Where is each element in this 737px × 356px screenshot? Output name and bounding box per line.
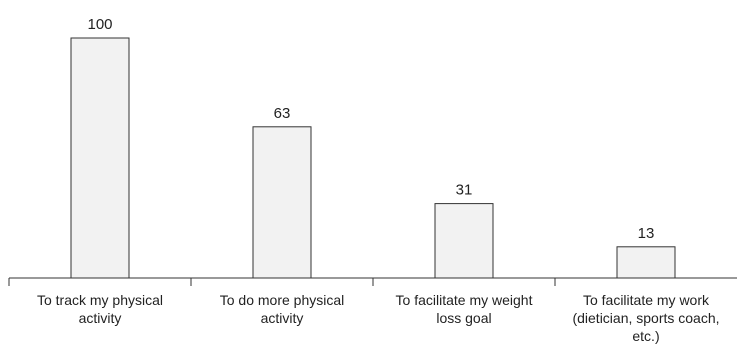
data-label: 100	[87, 16, 112, 33]
category-label: To track my physical	[37, 292, 163, 308]
x-axis	[8, 277, 737, 286]
data-label: 63	[274, 105, 291, 122]
data-label: 13	[638, 225, 655, 242]
bar	[616, 246, 676, 279]
bar	[434, 203, 494, 279]
data-label: 31	[456, 182, 473, 199]
bars-group: 100 63 31 13	[70, 16, 676, 279]
category-label: activity	[261, 310, 304, 326]
category-label: To do more physical	[220, 292, 345, 308]
category-label: activity	[79, 310, 122, 326]
category-label: To facilitate my weight	[396, 292, 533, 308]
bar	[70, 37, 130, 279]
bar	[252, 126, 312, 279]
category-label: (dietician, sports coach,	[572, 310, 719, 326]
category-label: loss goal	[436, 310, 491, 326]
category-label: etc.)	[632, 328, 659, 344]
category-label: To facilitate my work	[583, 292, 710, 308]
category-labels: To track my physical activity To do more p…	[37, 292, 720, 344]
